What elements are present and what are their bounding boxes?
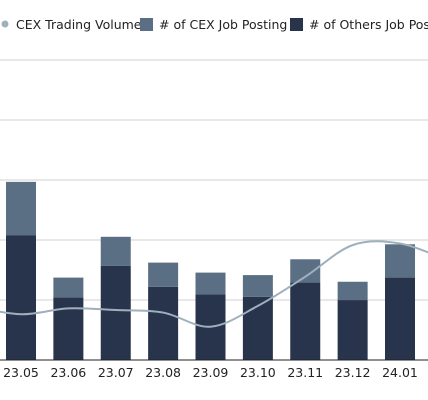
gridlines — [0, 59, 428, 301]
bar-cex-job-posting — [337, 281, 368, 301]
x-tick-label: 23.12 — [335, 365, 371, 380]
legend-label-cex-job-posting: # of CEX Job Posting — [159, 17, 287, 32]
legend: CEX Trading Volume # of CEX Job Posting # … — [1, 17, 428, 32]
x-tick-label: 23.08 — [145, 365, 181, 380]
bar-cex-job-posting — [53, 277, 84, 298]
trading-volume-line-path — [0, 240, 428, 328]
legend-swatch-trading-volume — [1, 20, 9, 28]
x-tick-label: 23.11 — [287, 365, 323, 380]
bar-others-job-posting — [337, 300, 368, 360]
legend-swatch-others-job-posting — [290, 18, 303, 31]
x-tick-label: 23.05 — [3, 365, 39, 380]
bar-others-job-posting — [242, 296, 273, 360]
bar-others-job-posting — [100, 265, 131, 360]
legend-label-trading-volume: CEX Trading Volume — [16, 17, 142, 32]
legend-label-others-job-posting: # of Others Job Posting — [309, 17, 428, 32]
bar-cex-job-posting — [148, 262, 179, 287]
bar-cex-job-posting — [242, 275, 273, 297]
bar-others-job-posting — [6, 235, 36, 360]
x-tick-label: 23.06 — [50, 365, 86, 380]
bar-others-job-posting — [53, 297, 84, 360]
legend-swatch-cex-job-posting — [140, 18, 153, 31]
bar-others-job-posting — [148, 286, 179, 360]
bar-cex-job-posting — [6, 181, 36, 236]
bars — [6, 181, 415, 360]
bar-cex-job-posting — [100, 236, 131, 266]
x-tick-labels: 23.05 23.06 23.07 23.08 23.09 23.10 23.11 23.12… — [3, 365, 418, 380]
bar-others-job-posting — [385, 277, 415, 360]
bar-others-job-posting — [290, 282, 321, 360]
x-tick-label: 24.01 — [382, 365, 418, 380]
bar-cex-job-posting — [290, 259, 321, 283]
trading-volume-line — [0, 240, 428, 328]
x-tick-label: 23.07 — [98, 365, 134, 380]
bar-cex-job-posting — [195, 272, 226, 295]
x-tick-label: 23.09 — [193, 365, 229, 380]
x-tick-label: 23.10 — [240, 365, 276, 380]
bar-cex-job-posting — [385, 244, 415, 278]
